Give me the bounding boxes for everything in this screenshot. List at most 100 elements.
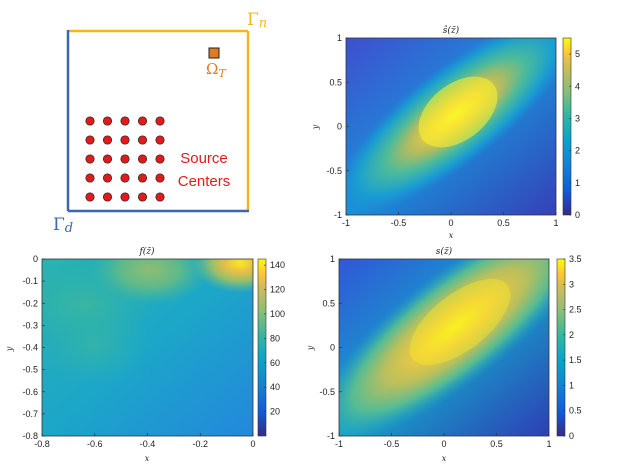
f-ytick-label: -0.6 [22,387,38,397]
f-colorbar [257,258,267,437]
s-hat-ytick-label: -0.5 [326,166,342,176]
f-cb-tick-label: 140 [270,260,285,270]
s-hat-xtick-label: -1 [342,218,350,228]
s-hat-xtick-label: 1 [553,218,558,228]
s-hat-ylabel: y [311,124,320,130]
s-ylabel: y [306,345,315,351]
s-xtick-label: 1 [546,439,551,449]
f-ytick-label: -0.5 [22,365,38,375]
s-image [339,259,549,436]
omega-t-label: ΩT [206,60,227,80]
source-center-dot [155,154,165,164]
f-ytick-label: -0.1 [22,276,38,286]
s-cb-tick-label: 1.5 [569,355,582,365]
gamma-d-label: Γd [53,215,73,236]
source-center-dot [155,192,165,202]
s-colorbar [556,258,566,437]
source-center-dot [120,173,130,183]
f-xtick-label: -0.4 [140,439,156,449]
s-xtick-label: 0.5 [490,439,503,449]
s-hat-cb-tick-label: 2 [575,146,580,156]
s-cb-tick-label: 3.5 [569,254,582,264]
heatmap-s: s(z̃) -1 -0.5 0 0.5 1 1 0.5 0 -0.5 -1 x y 3.5 3 2.5… [306,246,582,463]
s-ytick-label: 0.5 [322,298,335,308]
s-hat-cb-tick-label: 4 [575,81,580,91]
s-xtick-label: -0.5 [384,439,400,449]
f-cb-tick-label: 60 [270,358,280,368]
s-cb-tick-label: 1 [569,380,574,390]
domain-diagram: Γn Γd ΩT Source Centers [53,10,267,236]
source-center-dot [137,116,148,126]
s-hat-ytick-label: 0.5 [329,77,342,87]
s-ytick-label: 1 [330,254,335,264]
s-ytick-label: 0 [330,343,335,353]
source-center-dot [85,154,95,164]
f-cb-tick-label: 20 [270,407,280,417]
s-hat-cb-tick-label: 0 [575,210,580,220]
source-center-dot [102,173,113,183]
f-xtick-label: 0 [250,439,255,449]
f-ylabel: y [5,346,14,352]
s-cb-tick-label: 0 [569,431,574,441]
s-xlabel: x [442,454,447,463]
s-cb-tick-label: 0.5 [569,406,582,416]
source-centers-grid [85,116,165,202]
f-ytick-label: 0 [33,254,38,264]
s-hat-xtick-label: -0.5 [391,218,407,228]
f-cb-tick-label: 100 [270,309,285,319]
f-image [42,259,253,436]
s-hat-xtick-label: 0.5 [497,218,510,228]
s-xtick-label: -1 [335,439,343,449]
f-xlabel: x [145,454,150,463]
source-center-dot [102,154,113,164]
source-center-dot [137,154,148,164]
source-center-dot [85,116,95,126]
s-cb-tick-label: 2 [569,330,574,340]
source-center-dot [120,116,130,126]
s-hat-ytick-label: 1 [337,33,342,43]
s-hat-xlabel: x [449,231,454,240]
s-title: s(z̃) [436,246,453,257]
source-center-dot [85,192,95,202]
s-hat-cb-tick-label: 1 [575,178,580,188]
gamma-n-label: Γn [247,10,267,31]
f-ytick-label: -0.8 [22,431,38,441]
s-cb-tick-label: 3 [569,279,574,289]
s-hat-cb-tick-label: 3 [575,113,580,123]
source-center-dot [120,192,130,202]
s-cb-tick-label: 2.5 [569,305,582,315]
target-region-marker [208,47,220,59]
s-hat-ytick-label: -1 [334,210,342,220]
f-ytick-label: -0.3 [22,320,38,330]
f-xtick-label: -0.8 [34,439,50,449]
source-center-dot [102,135,113,145]
s-hat-colorbar [562,37,572,216]
source-center-dot [137,173,148,183]
f-cb-tick-label: 120 [270,285,285,295]
f-xtick-label: -0.2 [192,439,208,449]
f-ytick-label: -0.7 [22,409,38,419]
source-center-dot [85,173,95,183]
heatmap-s-hat: ŝ(z̃) -1 -0.5 0 0.5 1 1 0.5 0 -0.5 -1 x y 5 4 3 2 1 0 [311,25,580,240]
s-hat-title: ŝ(z̃) [443,25,460,36]
source-center-dot [155,173,165,183]
f-ytick-label: -0.2 [22,298,38,308]
f-ytick-label: -0.4 [22,343,38,353]
source-label-line2: Centers [178,173,231,190]
source-center-dot [85,135,95,145]
s-xtick-label: 0 [441,439,446,449]
source-center-dot [155,135,165,145]
s-ytick-label: -0.5 [319,387,335,397]
f-title: f(z̃) [138,246,155,257]
s-hat-image [346,38,556,215]
source-center-dot [155,116,165,126]
s-hat-xtick-label: 0 [448,218,453,228]
source-center-dot [120,135,130,145]
f-xtick-label: -0.6 [87,439,103,449]
source-center-dot [120,154,130,164]
s-hat-ytick-label: 0 [337,122,342,132]
source-center-dot [102,192,113,202]
source-center-dot [137,135,148,145]
source-center-dot [102,116,113,126]
